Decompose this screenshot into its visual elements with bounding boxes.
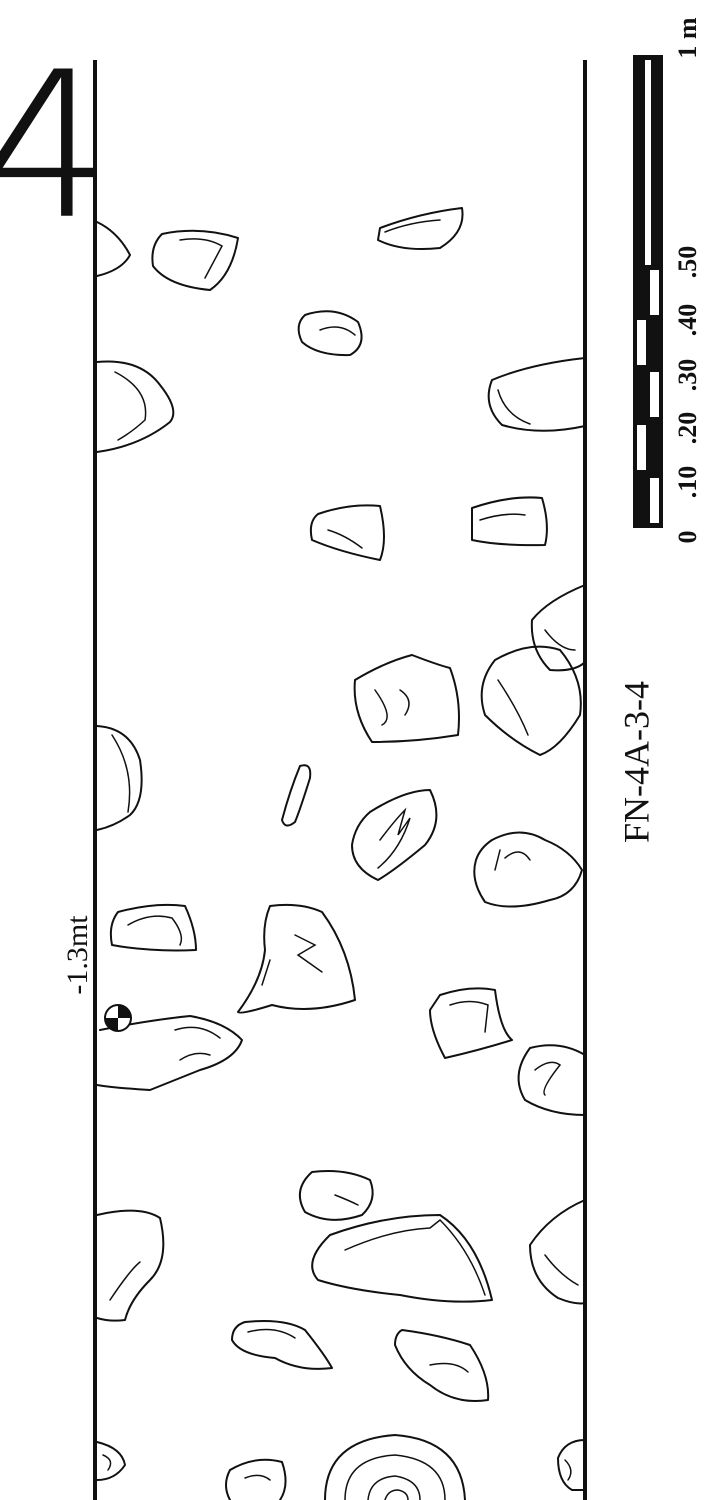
scale-tick-label: .50 [673,246,702,279]
scale-bar [633,55,663,528]
scale-tick-label: .20 [673,412,702,445]
scale-labels: 0 .10 .20 .30 .40 .50 [673,246,702,544]
sheet-id: FN-4A-3-4 [616,681,656,843]
datum-marker [104,1004,132,1032]
datum-label: -1.3mt [61,915,94,995]
stones [96,207,586,1500]
scale-tick-label: .30 [673,359,702,392]
plan-number: 4 [0,30,109,263]
scale-tick-label: .40 [673,304,702,337]
scale-end-label: 1 m [673,17,702,59]
scale-tick-label: 0 [673,531,702,544]
scale-tick-label: .10 [673,466,702,499]
